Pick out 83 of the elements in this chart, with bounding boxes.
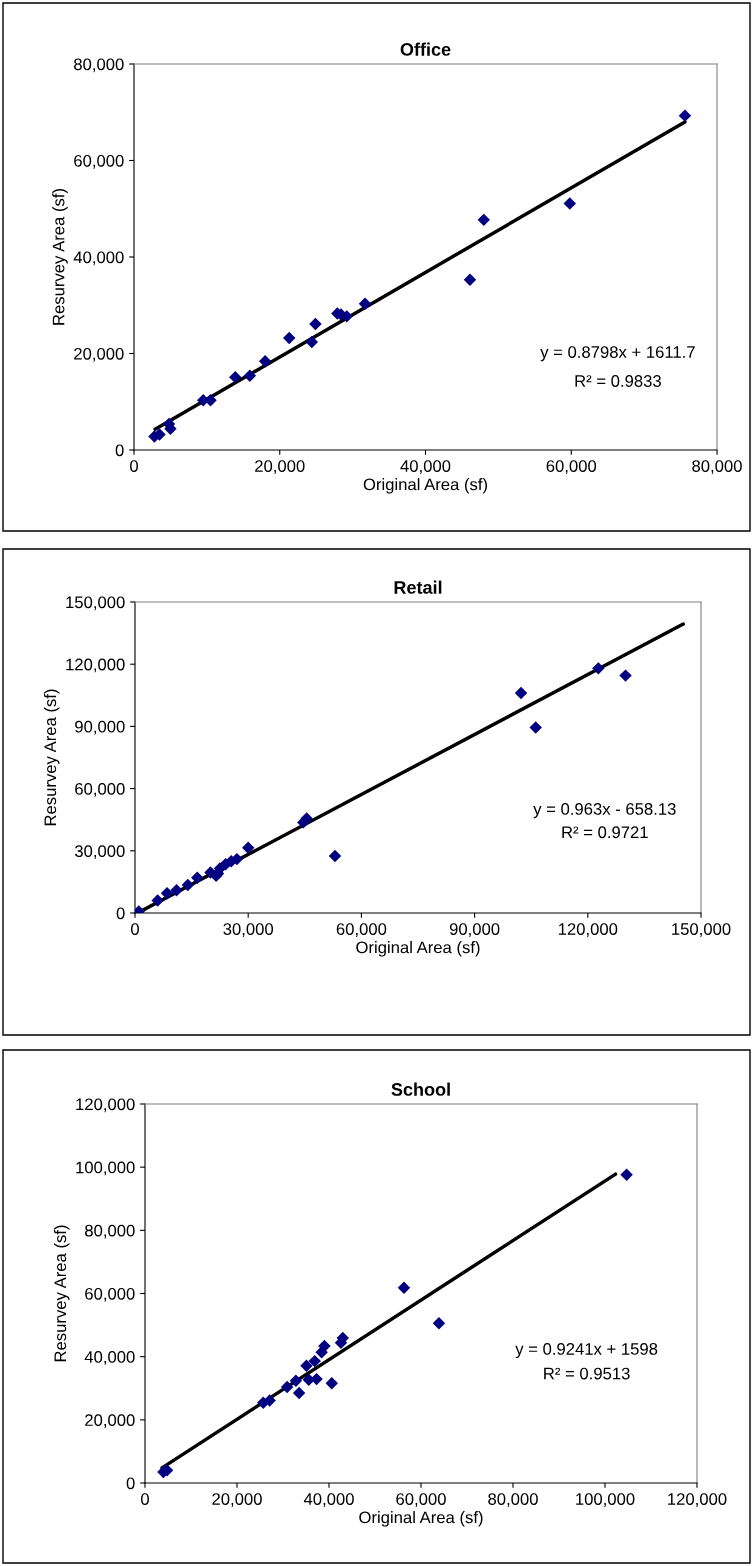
chart-title: School: [391, 1082, 450, 1096]
x-tick-label: 20,000: [212, 1493, 262, 1507]
point: [529, 721, 542, 734]
x-tick-label: 0: [141, 1493, 149, 1505]
x-axis-title: Original Area (sf): [363, 478, 487, 494]
y-tick-label: 90,000: [75, 720, 125, 735]
y-axis-title: Resurvey Area (sf): [43, 689, 60, 826]
point: [563, 197, 576, 210]
y-tick-label: 60,000: [75, 783, 125, 797]
point: [678, 109, 692, 122]
x-tick-label: 60,000: [396, 1493, 446, 1507]
chart-title: Retail: [394, 580, 442, 594]
x-tick-label: 80,000: [488, 1493, 538, 1507]
point: [358, 297, 372, 311]
y-axis-title: Resurvey Area (sf): [52, 189, 68, 325]
y-tick-label: 20,000: [74, 347, 124, 362]
y-tick-label: 30,000: [74, 845, 125, 859]
point: [292, 1386, 306, 1400]
point: [229, 370, 242, 384]
point: [243, 369, 257, 382]
point: [241, 841, 255, 854]
x-tick-label: 120,000: [668, 1493, 727, 1507]
point: [592, 662, 605, 675]
y-tick-label: 80,000: [74, 58, 124, 73]
y-tick-label: 0: [115, 444, 124, 457]
x-axis-title: Original Area (sf): [359, 1511, 483, 1527]
point: [514, 686, 528, 700]
point: [397, 1281, 411, 1295]
annotation: y = 0.9241x + 1598: [515, 1343, 658, 1359]
point: [477, 213, 491, 227]
point: [283, 331, 296, 345]
point: [325, 1376, 338, 1390]
x-tick-label: 120,000: [558, 923, 618, 937]
annotation: R² = 0.9833: [575, 375, 661, 387]
annotation: y = 0.8798x + 1611.7: [540, 346, 695, 362]
point: [170, 883, 183, 897]
point: [619, 669, 632, 682]
x-tick-label: 80,000: [692, 460, 742, 474]
point: [315, 1346, 328, 1359]
chart-title: Office: [400, 42, 451, 56]
x-tick-label: 40,000: [303, 1493, 354, 1507]
y-axis-title: Resurvey Area (sf): [53, 1225, 70, 1362]
annotation: R² = 0.9721: [562, 826, 648, 839]
y-tick-label: 0: [126, 1477, 135, 1490]
y-tick-label: 120,000: [66, 658, 125, 673]
point: [302, 1373, 315, 1386]
point: [181, 878, 195, 892]
y-tick-label: 20,000: [85, 1414, 135, 1429]
point: [289, 1374, 303, 1387]
x-tick-label: 30,000: [223, 923, 274, 937]
y-tick-label: 60,000: [85, 1287, 135, 1302]
y-tick-label: 40,000: [84, 1351, 135, 1365]
point: [191, 871, 204, 884]
point: [309, 317, 322, 331]
x-tick-label: 150,000: [672, 923, 731, 937]
point: [280, 1380, 294, 1394]
x-tick-label: 100,000: [576, 1493, 635, 1507]
x-tick-label: 90,000: [449, 923, 500, 937]
x-tick-label: 20,000: [255, 460, 305, 474]
x-tick-label: 60,000: [546, 460, 597, 474]
y-tick-label: 0: [116, 907, 125, 920]
point: [308, 1354, 321, 1368]
point: [300, 812, 313, 825]
point: [151, 894, 164, 907]
point: [300, 1359, 313, 1373]
x-tick-label: 40,000: [400, 460, 451, 474]
x-tick-label: 60,000: [336, 923, 387, 937]
point: [432, 1316, 446, 1330]
point: [328, 849, 342, 863]
point: [463, 273, 477, 286]
y-tick-label: 40,000: [73, 251, 124, 266]
y-tick-label: 80,000: [85, 1224, 135, 1239]
point: [258, 355, 272, 368]
y-tick-label: 120,000: [76, 1098, 135, 1113]
y-tick-label: 100,000: [76, 1161, 135, 1176]
annotation: R² = 0.9513: [544, 1367, 630, 1380]
y-tick-label: 60,000: [74, 154, 124, 169]
x-axis-title: Original Area (sf): [356, 941, 480, 957]
point: [305, 335, 319, 349]
annotation: y = 0.963x - 658.13: [533, 803, 676, 819]
y-tick-label: 150,000: [66, 596, 125, 611]
point: [160, 887, 174, 900]
point: [620, 1168, 633, 1181]
